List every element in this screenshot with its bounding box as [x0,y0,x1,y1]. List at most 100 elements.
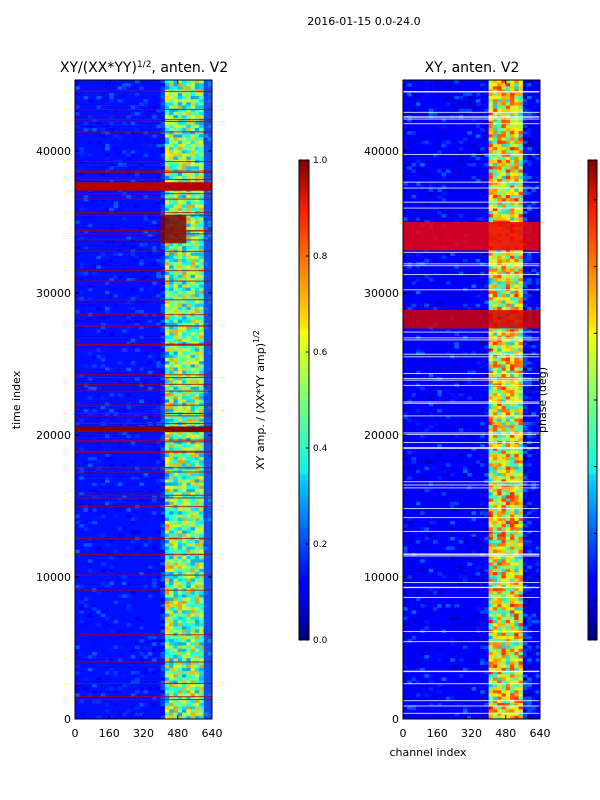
p1-cell [75,246,80,250]
p1-cell [182,163,187,167]
p2-cell [527,338,532,343]
p2-cell [501,549,507,554]
p2-cell [527,460,532,464]
p2-cell [492,421,498,426]
p2-cell [462,111,468,116]
p2-cell [497,399,502,403]
p2-cell [492,361,498,365]
p1-cell [177,294,183,298]
p1-cell [169,399,174,403]
p2-cell [484,549,489,554]
p2-cell [510,140,515,145]
p2-cell [522,338,528,343]
p1-cell [164,345,170,349]
p1-cell [199,310,204,314]
p2-cell [467,444,472,448]
p1-cell [173,284,179,288]
p2-cell [518,169,524,173]
p2-cell [467,159,472,164]
p1-cell [190,671,196,675]
p1-cell [130,246,136,250]
p1-cell [177,297,183,301]
p1-cell [169,642,174,646]
p2-cell [518,195,524,199]
p1-cell [190,220,196,225]
p2-cell [518,99,524,103]
p1-cell [96,105,101,110]
p1-cell [173,447,179,451]
p1-cell [199,664,204,669]
p1-cell [130,338,136,343]
p1-cell [194,533,200,538]
p1-cell [134,680,140,685]
p1-cell [92,361,97,365]
p1-cell [147,696,153,701]
p2-cell [518,517,524,522]
p2-cell [514,127,519,132]
p2-cell [527,249,532,253]
p1-cell [160,405,166,410]
p2-cell [501,364,507,368]
p1-cell [126,645,131,649]
p2-cell [522,511,528,515]
p2-cell [518,405,524,410]
p2-cell [522,405,528,410]
p1-cell [96,466,101,471]
p1-cell [182,562,187,566]
p1-cell [160,434,166,439]
p2-cell [510,415,515,419]
p1-cell [177,706,183,710]
p2-cell [514,134,519,138]
p1-cell [100,581,106,586]
p2-cell [518,540,524,544]
p2-cell [471,175,477,180]
p1-cell [186,102,191,106]
p2-cell [527,175,532,180]
p1-cell [156,530,161,534]
p1-cell [203,236,209,241]
p2-cell [505,127,511,132]
p1-cell [190,616,196,621]
p2-cell [467,294,472,298]
p1-scan-line [75,193,212,195]
p1-cell [147,287,153,292]
p1-cell [199,281,204,285]
p1-cell [104,290,110,295]
p1-cell [182,131,187,135]
p2-cell [420,386,425,391]
p2-cell [488,517,494,522]
p1-cell [186,271,191,276]
p1-cell [160,255,166,260]
p1-cell [194,383,200,388]
p2-cell [522,258,528,263]
p1-cell [152,220,157,225]
p1-cell [186,603,191,608]
p2-cell [492,348,498,352]
p1-cell [199,540,204,544]
p1-cell [109,715,114,720]
p1-cell [182,402,187,407]
p2-cell [514,508,519,512]
p1-cell [130,111,136,116]
p2-cell [514,488,519,493]
p2-cell [527,546,532,550]
p1-cell [173,252,179,257]
p1-cell [182,508,187,512]
p2-cell [488,409,494,413]
p1-cell [186,284,191,288]
p1-cell [134,677,140,681]
p1-cell [182,485,187,490]
p1-cell [104,709,110,713]
p2-cell [484,108,489,113]
p2-cell [501,418,507,423]
p1-cell [87,463,93,467]
p2-cell [488,520,494,525]
p2-cell [471,118,477,122]
p2-cell [480,444,485,448]
p2-cell [527,380,532,384]
p1-cell [164,265,170,269]
p2-cell [514,370,519,375]
p1-cell [92,683,97,688]
p1-cell [190,415,196,419]
p1-cell [104,485,110,490]
